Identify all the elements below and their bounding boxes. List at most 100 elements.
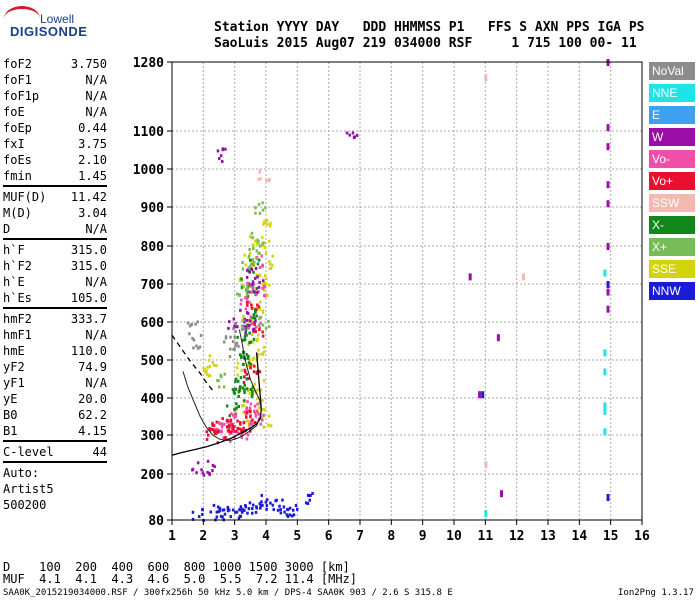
echo-point-vo- <box>251 263 254 267</box>
y-tick-label: 800 <box>141 240 165 255</box>
echo-point-vo- <box>239 422 242 426</box>
echo-point-x- <box>245 377 248 381</box>
echo-point-sse <box>263 408 267 412</box>
echo-point-vo- <box>236 419 239 423</box>
param-row-b0: B0 62.2 <box>3 407 107 423</box>
echo-point-noval <box>196 346 200 350</box>
echo-point-vo- <box>242 381 246 384</box>
echo-point-vo- <box>249 315 253 319</box>
echo-point-vo- <box>261 286 264 290</box>
echo-point-w <box>227 326 230 330</box>
param-value: 2.10 <box>78 153 107 167</box>
param-value: N/A <box>85 376 107 390</box>
echo-point-sse <box>268 224 272 228</box>
echo-point-x- <box>231 388 235 392</box>
echo-point-w <box>606 288 610 296</box>
echo-point-vo- <box>258 266 262 269</box>
param-value: N/A <box>85 73 107 87</box>
param-row-foep: foEp 0.44 <box>3 120 107 136</box>
param-row-hmf2: hmF2 333.7 <box>3 311 107 327</box>
echo-point-nnw <box>248 501 252 505</box>
echo-point-vo- <box>244 410 247 414</box>
echo-point-nnw <box>191 517 195 521</box>
echo-point-w <box>195 471 198 475</box>
echo-point-nnw <box>272 508 275 512</box>
y-tick-label: 700 <box>141 278 165 293</box>
param-value: 20.0 <box>78 392 107 406</box>
echo-point-nnw <box>606 494 610 501</box>
echo-point-vo- <box>205 437 209 441</box>
echo-point-nnw <box>271 503 275 507</box>
echo-point-x- <box>243 383 246 387</box>
echo-point-w <box>256 290 259 294</box>
echo-point-vo- <box>255 293 258 297</box>
param-row-c-level: C-level 44 <box>3 444 107 460</box>
param-name: foEp <box>3 121 32 135</box>
echo-point-x- <box>235 402 238 406</box>
echo-point-nne <box>603 269 607 277</box>
echo-point-x- <box>243 338 247 342</box>
echo-point-sse <box>262 379 266 383</box>
echo-point-x- <box>248 284 251 288</box>
echo-point-vo- <box>205 430 208 434</box>
echo-point-x- <box>258 317 261 321</box>
echo-point-sse <box>257 406 261 410</box>
echo-point-sse <box>263 219 266 223</box>
electron-density-profile <box>171 352 262 456</box>
echo-point-nnw <box>264 500 268 504</box>
echo-point-x- <box>261 208 265 212</box>
y-tick-label: 600 <box>141 316 165 331</box>
echo-point-w <box>251 282 254 286</box>
echo-point-nnw <box>238 514 242 518</box>
echo-point-ssw <box>484 74 488 82</box>
echo-point-w <box>233 324 236 328</box>
echo-point-vo- <box>218 421 221 425</box>
echo-point-vo- <box>263 294 266 298</box>
echo-point-sse <box>264 251 268 255</box>
echo-point-vo- <box>256 402 259 406</box>
echo-point-sse <box>246 363 250 367</box>
param-row-yf2: yF2 74.9 <box>3 359 107 375</box>
echo-point-x- <box>246 323 249 327</box>
echo-point-sse <box>269 424 272 428</box>
echo-point-sse <box>262 223 265 226</box>
echo-point-sse <box>257 348 260 352</box>
echo-point-x- <box>251 236 254 240</box>
legend-x-: X+ <box>649 238 695 256</box>
footer-muf-row: MUF 4.1 4.1 4.3 4.6 5.0 5.5 7.2 11.4 [MH… <box>3 572 358 586</box>
echo-point-noval <box>224 336 228 340</box>
echo-point-x- <box>243 391 246 395</box>
echo-point-x- <box>234 380 237 383</box>
echo-point-vo- <box>227 425 230 429</box>
echo-point-x- <box>267 319 270 323</box>
echo-point-vo- <box>240 428 244 432</box>
echo-point-vo- <box>257 412 260 416</box>
echo-point-sse <box>251 340 254 344</box>
param-value: 3.75 <box>78 137 107 151</box>
echo-point-vo- <box>258 325 261 329</box>
echo-point-w <box>248 270 251 274</box>
param-name: foF2 <box>3 57 32 71</box>
echo-point-nnw <box>288 513 291 517</box>
echo-point-sse <box>207 374 210 378</box>
echo-point-sse <box>267 239 271 243</box>
echo-point-sse <box>245 419 249 423</box>
echo-point-nnw <box>227 508 231 512</box>
echo-point-w <box>251 280 255 284</box>
echo-point-w <box>351 131 355 135</box>
echo-point-sse <box>241 404 244 408</box>
echo-point-nnw <box>209 510 212 514</box>
header-line1: Station YYYY DAY DDD HHMMSS P1 FFS S AXN… <box>214 20 645 35</box>
param-value: 315.0 <box>70 243 107 257</box>
echo-point-vo- <box>248 426 251 430</box>
x-tick-label: 8 <box>387 529 395 544</box>
x-tick-label: 13 <box>540 529 556 544</box>
param-row-fxi: fxI 3.75 <box>3 136 107 152</box>
echo-point-x- <box>237 379 240 383</box>
echo-point-x- <box>258 244 262 248</box>
y-tick-label: 400 <box>141 392 165 407</box>
echo-point-vo- <box>256 303 259 307</box>
echo-point-ssw <box>259 177 262 181</box>
echo-point-nnw <box>259 506 262 510</box>
y-tick-label: 1000 <box>133 163 164 178</box>
